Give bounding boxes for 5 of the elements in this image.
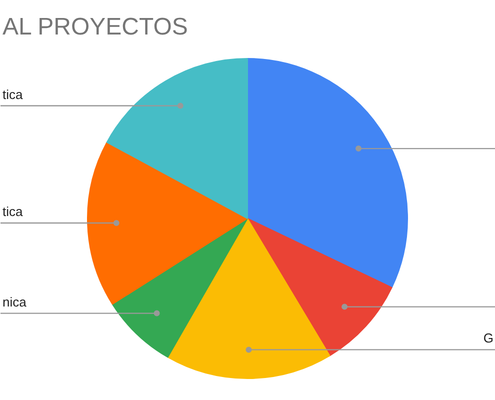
slice-label: nica [2,294,28,310]
slice-label: tica [2,204,24,220]
slice-label: G [483,330,494,346]
chart-title: AL PROYECTOS [2,14,188,40]
slice-label: tica [2,86,24,102]
